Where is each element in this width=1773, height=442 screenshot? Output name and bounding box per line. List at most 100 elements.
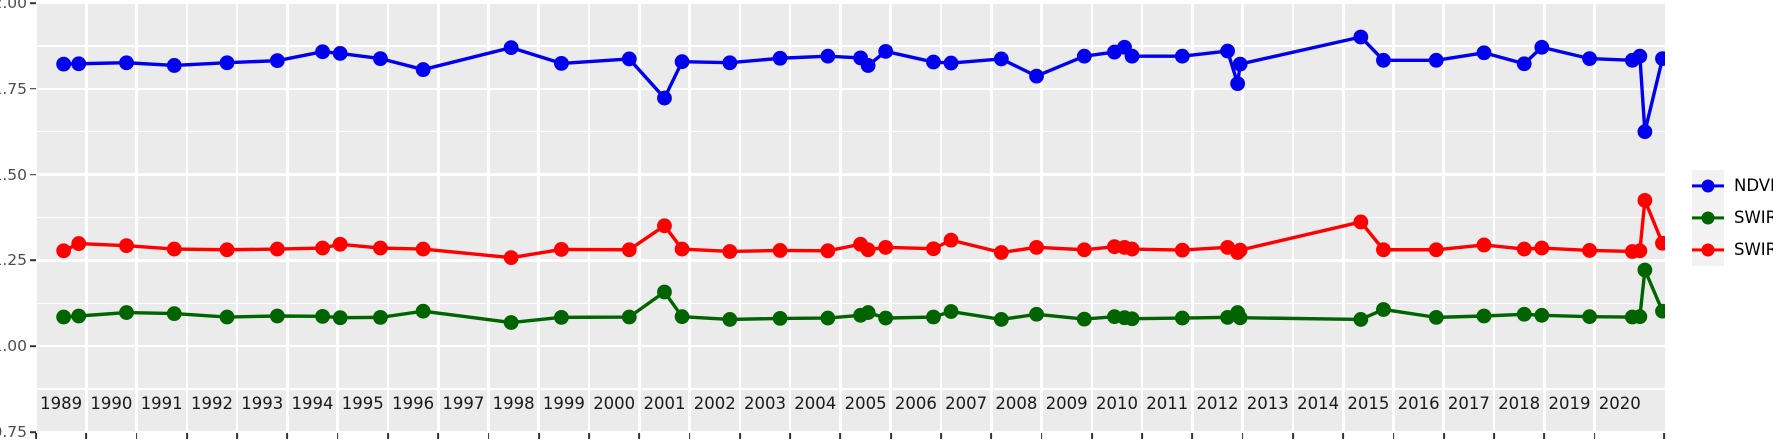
data-point <box>332 46 348 61</box>
y-tick-mark <box>30 259 36 262</box>
y-tick-mark <box>30 173 36 176</box>
x-tick-label: 2014 <box>1297 394 1340 413</box>
x-tick-label: 2009 <box>1045 394 1088 413</box>
y-tick-mark <box>30 431 36 433</box>
data-point <box>1655 303 1665 319</box>
gridline-major-vertical <box>1543 3 1546 432</box>
data-point <box>1582 243 1597 258</box>
gridline-major-vertical <box>989 3 993 432</box>
data-point <box>657 90 672 106</box>
data-point <box>878 239 894 255</box>
data-point <box>674 241 690 257</box>
data-point <box>219 309 235 325</box>
x-tick-label: 2018 <box>1498 394 1541 413</box>
data-point <box>373 309 388 325</box>
data-point <box>1353 312 1369 327</box>
x-tick-mark <box>990 433 993 439</box>
x-tick-mark <box>839 433 842 439</box>
gridline-major-vertical <box>185 3 189 432</box>
x-tick-label: 2019 <box>1548 394 1591 413</box>
x-tick-label: 2002 <box>693 394 736 413</box>
y-tick-label: 0.75 <box>0 423 27 441</box>
data-point <box>1029 306 1044 322</box>
legend-point-icon <box>1701 179 1715 192</box>
x-tick-label: 1994 <box>291 394 334 413</box>
x-tick-label: 1998 <box>492 394 535 413</box>
data-point <box>503 315 519 330</box>
series-swir2 <box>56 262 1665 330</box>
x-tick-label: 1989 <box>40 394 83 413</box>
data-point <box>1232 242 1248 258</box>
gridline-major-vertical <box>386 3 390 432</box>
gridline-major-vertical <box>487 3 490 432</box>
gridline-minor-horizontal <box>36 45 1665 47</box>
data-point <box>373 240 388 256</box>
legend-key-swatch <box>1692 169 1724 202</box>
x-tick-mark <box>1241 433 1244 439</box>
gridline-minor-horizontal <box>36 216 1665 219</box>
x-tick-label: 2004 <box>794 394 837 413</box>
gridline-major-vertical <box>889 3 893 432</box>
data-point <box>71 308 87 324</box>
data-point <box>269 53 285 69</box>
data-point <box>1534 240 1550 256</box>
data-point <box>373 51 388 66</box>
gridline-major-vertical <box>286 3 289 432</box>
data-point <box>1655 235 1665 251</box>
legend-label: SWIR2 <box>1734 208 1773 227</box>
data-point <box>722 244 738 259</box>
data-point <box>1076 242 1092 258</box>
data-point <box>860 242 876 258</box>
gridline-major-horizontal <box>36 430 1665 432</box>
x-tick-mark <box>1663 433 1665 439</box>
x-tick-label: 2003 <box>744 394 787 413</box>
data-point <box>554 56 569 71</box>
data-point <box>1174 310 1190 326</box>
data-point <box>926 309 941 325</box>
legend-entry-swir2[interactable]: SWIR2 <box>1692 201 1773 234</box>
data-point <box>1220 43 1235 59</box>
data-point <box>621 51 637 67</box>
gridline-major-vertical <box>1341 3 1345 432</box>
data-point <box>1637 262 1653 278</box>
x-tick-label: 1995 <box>341 394 384 413</box>
data-point <box>674 309 690 325</box>
x-tick-label: 1996 <box>392 394 435 413</box>
x-tick-mark <box>487 433 490 439</box>
x-tick-label: 2000 <box>593 394 636 413</box>
y-tick-label: 1.25 <box>0 251 27 270</box>
data-point <box>503 40 519 56</box>
gridline-major-vertical <box>1291 3 1295 432</box>
x-tick-label: 1997 <box>442 394 485 413</box>
data-point <box>119 305 134 320</box>
data-point <box>56 309 72 325</box>
gridline-major-vertical <box>1492 3 1496 432</box>
data-point <box>166 58 182 73</box>
legend-entry-swir1[interactable]: SWIR1 <box>1692 233 1773 266</box>
data-point <box>1029 68 1044 84</box>
legend-label: NDVI <box>1734 176 1773 195</box>
data-point <box>722 312 738 327</box>
y-axis: 2.00 1.75 1.50 1.25 1.00 0.75 <box>0 0 36 442</box>
series-ndvi <box>56 29 1665 140</box>
gridline-major-vertical <box>336 3 339 432</box>
gridline-major-vertical <box>537 3 541 432</box>
data-point <box>926 241 941 257</box>
legend-entry-ndvi[interactable]: NDVI <box>1692 169 1773 202</box>
data-point <box>621 309 637 325</box>
gridline-major-vertical <box>788 3 792 432</box>
x-tick-mark <box>387 433 389 439</box>
x-tick-mark <box>1342 433 1345 439</box>
x-tick-mark <box>135 433 138 439</box>
data-point <box>1174 242 1190 258</box>
legend-label: SWIR1 <box>1734 240 1773 259</box>
data-point <box>1516 306 1532 322</box>
data-point <box>943 55 959 71</box>
gridline-minor-horizontal <box>36 302 1665 304</box>
x-tick-mark <box>1442 433 1445 439</box>
plot-panel: 1989 1990 1991 1992 1993 1994 1995 1996 1997 1998… <box>36 3 1665 432</box>
gridline-major-horizontal <box>36 173 1665 176</box>
x-tick-mark <box>1543 433 1546 439</box>
data-point <box>772 243 788 258</box>
